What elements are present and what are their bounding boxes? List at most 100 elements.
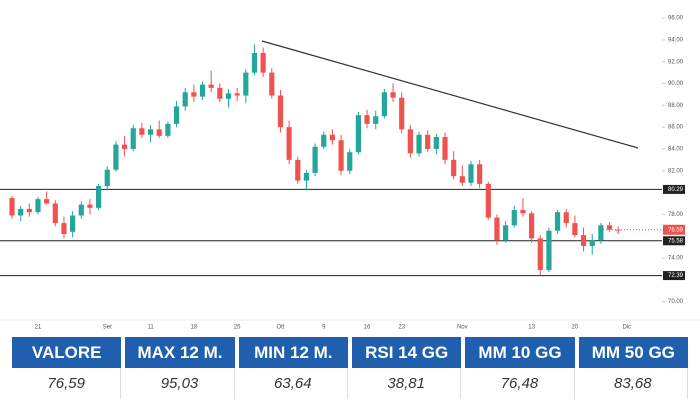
stats-table: VALORE MAX 12 M. MIN 12 M. RSI 14 GG MM 10 G… [12, 337, 688, 399]
candle-body [459, 176, 465, 183]
x-tick-label: 11 [147, 325, 154, 331]
candle-body [477, 164, 483, 184]
candle-body [269, 72, 275, 96]
candle-body [251, 52, 258, 73]
y-tick-label: 88.00 [668, 103, 684, 109]
candle-body [321, 134, 327, 147]
candle-body [433, 136, 439, 149]
candle-body [277, 95, 284, 128]
table-header: RSI 14 GG [352, 337, 462, 368]
candle-body [390, 92, 396, 98]
table-header: MAX 12 M. [125, 337, 235, 368]
y-tick-label: 84.00 [668, 147, 684, 153]
candle-body [572, 223, 578, 236]
table-cell: 76,59 [12, 368, 122, 399]
candle-body [598, 225, 604, 241]
table-header: MIN 12 M. [238, 337, 348, 368]
table-cell: 38,81 [352, 368, 462, 399]
candle-body [35, 199, 41, 213]
candle-body [312, 146, 318, 173]
table-cell: 63,64 [239, 368, 348, 399]
x-tick-label: Dic [623, 325, 632, 331]
x-tick-label: 25 [234, 325, 241, 331]
candle-body [615, 229, 621, 231]
candle-body [451, 159, 457, 177]
y-tick-label: 82.00 [668, 168, 684, 174]
candle-body [563, 212, 569, 224]
candle-body [165, 123, 171, 136]
candle-body [44, 199, 50, 204]
candle-body [347, 152, 353, 171]
candle-body [225, 93, 232, 99]
candle-body [173, 106, 180, 124]
table-cell: 83,68 [579, 368, 688, 399]
candle-body [217, 87, 223, 99]
candle-body [537, 238, 543, 271]
candle-body [554, 212, 561, 231]
candle-body [113, 144, 119, 170]
x-tick-label: 20 [572, 325, 579, 331]
candle-body [468, 164, 474, 183]
table-header: MM 50 GG [578, 337, 688, 368]
table-header: VALORE [12, 337, 122, 368]
candle-body [295, 159, 301, 181]
table-cell: 76,48 [465, 368, 575, 399]
candle-body [520, 210, 526, 214]
y-tick-label: 78.00 [668, 212, 684, 218]
candle-body [182, 92, 188, 107]
candle-body [70, 215, 76, 232]
candle-body [191, 92, 197, 97]
x-tick-label: 9 [322, 325, 326, 331]
x-tick-label: 18 [191, 325, 198, 331]
candle-body [18, 208, 24, 216]
x-tick-label: 16 [364, 325, 371, 331]
candle-body [61, 223, 67, 235]
y-tick-label: 70.00 [668, 299, 684, 305]
level-label: 80.29 [668, 187, 684, 193]
candle-body [243, 72, 249, 96]
candle-body [442, 136, 448, 160]
candle-body [147, 129, 154, 135]
candle-body [52, 203, 58, 224]
y-tick-label: 86.00 [668, 125, 684, 131]
y-tick-label: 92.00 [668, 59, 684, 65]
candle-body [606, 225, 613, 230]
candle-body [234, 93, 240, 96]
y-tick-label: 96.00 [668, 16, 684, 22]
last-price-label: 76.59 [668, 227, 684, 233]
candle-body [329, 134, 336, 141]
x-tick-label: 21 [35, 325, 42, 331]
candle-body [529, 213, 535, 239]
last-price-box [663, 224, 685, 235]
y-tick-label: 94.00 [668, 37, 684, 43]
x-tick-label: 23 [398, 325, 405, 331]
y-tick-label: 74.00 [668, 256, 684, 262]
candle-body [130, 128, 136, 149]
candle-body [26, 208, 32, 213]
candle-body [303, 172, 310, 181]
candle-body [485, 183, 491, 218]
candle-body [355, 115, 361, 153]
y-tick-label: 90.00 [668, 81, 684, 87]
level-label-box [663, 271, 685, 281]
candle-body [139, 128, 145, 135]
chart: 96.00 94.00 92.00 90.00 88.00 86.00 84.00 82.00… [0, 15, 700, 331]
candle-body [546, 230, 552, 271]
candle-body [511, 210, 517, 226]
candle-body [381, 92, 387, 117]
x-tick-label: 13 [528, 325, 535, 331]
candle-body [364, 115, 370, 124]
candle-body [208, 84, 214, 88]
trendline [261, 40, 639, 149]
level-label-box [663, 184, 685, 194]
level-label-box [663, 236, 685, 246]
x-tick-label: Set [103, 325, 112, 331]
candle-body [286, 127, 292, 160]
level-label: 72.39 [668, 273, 684, 279]
candle-body [589, 240, 595, 247]
candle-body [78, 204, 84, 216]
x-tick-label: Ott [276, 325, 284, 331]
candle-body [580, 235, 587, 247]
candle-body [199, 84, 206, 97]
